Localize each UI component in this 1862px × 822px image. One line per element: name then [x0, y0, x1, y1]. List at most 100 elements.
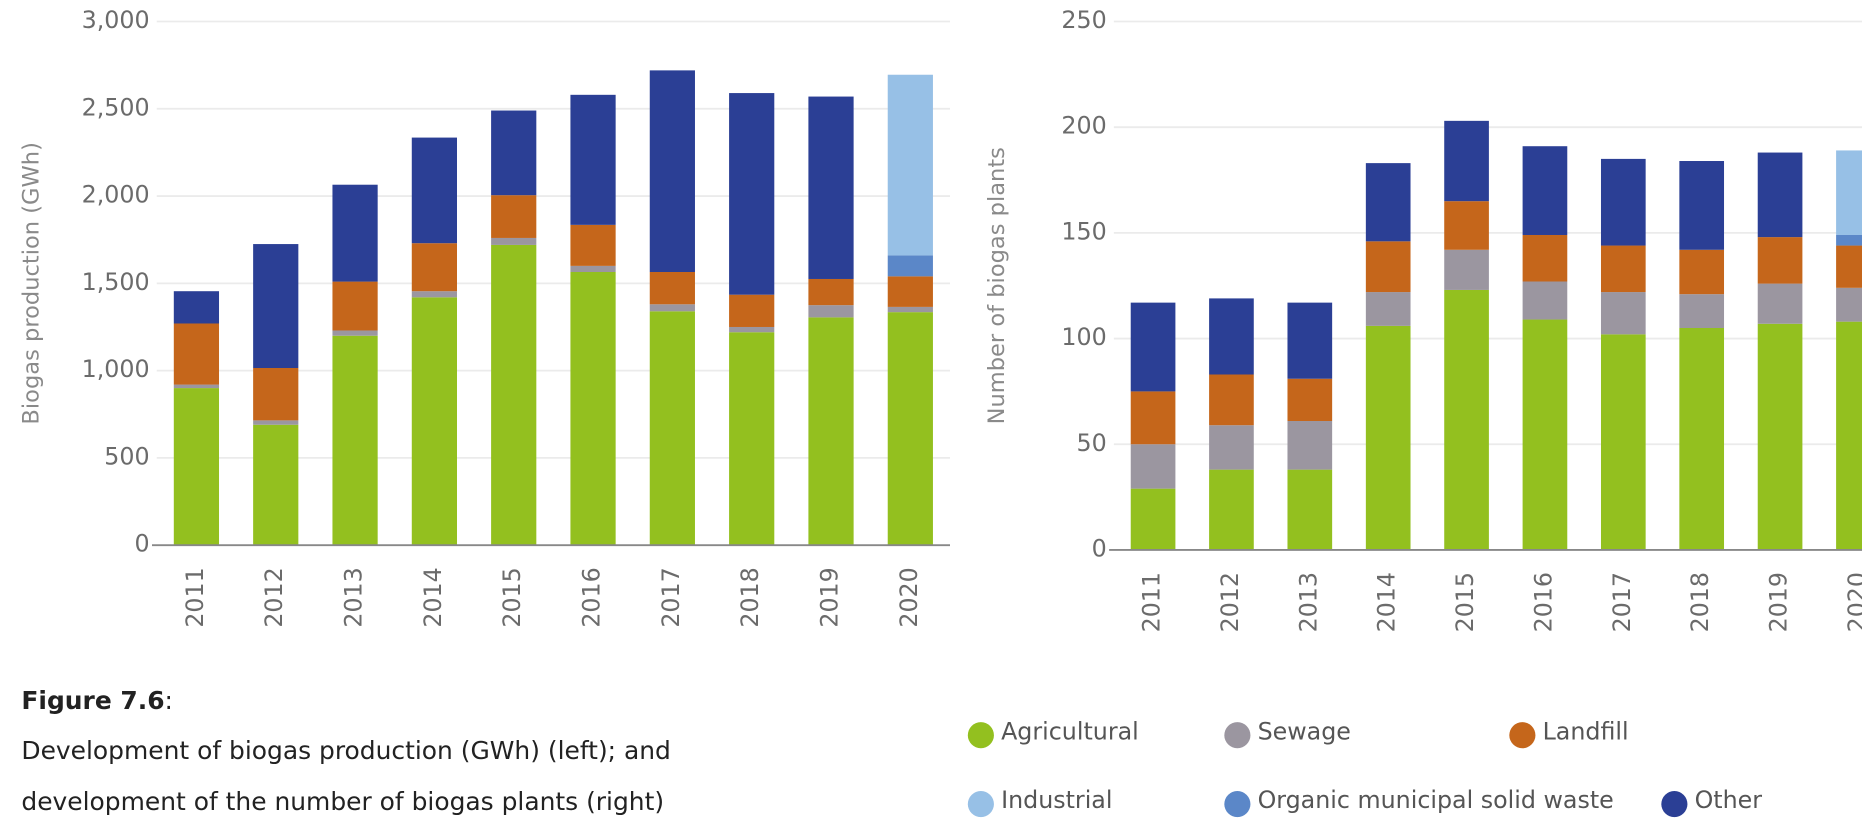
bar-segment [1444, 120, 1489, 202]
x-tick-label: 2017 [657, 567, 685, 627]
legend-swatch [1224, 722, 1251, 749]
x-tick-label: 2014 [1373, 572, 1401, 632]
bar-segment [1600, 158, 1646, 246]
bar-segment [808, 305, 854, 318]
bar-segment [1287, 469, 1333, 550]
bar-segment [649, 311, 695, 546]
bar-segment [173, 388, 220, 546]
bar-segment [1836, 321, 1862, 550]
legend-label: Agricultural [1001, 717, 1139, 745]
bar-segment [1600, 334, 1646, 550]
bar-segment [411, 297, 457, 546]
bar-segment [1679, 249, 1725, 295]
bar-segment [1600, 245, 1646, 293]
bar-segment [173, 291, 220, 324]
bar-segment [253, 244, 299, 369]
x-tick-label: 2019 [1765, 572, 1793, 632]
bar-segment [1600, 292, 1646, 335]
x-tick-label: 2015 [1451, 572, 1479, 632]
caption-line: development of the number of biogas plan… [21, 787, 664, 816]
bar-segment [1757, 152, 1803, 238]
bar-segment [1209, 425, 1254, 470]
x-tick-label: 2014 [419, 567, 447, 627]
legend-swatch [1509, 722, 1536, 749]
legend-label: Other [1695, 786, 1763, 814]
x-tick-label: 2016 [578, 567, 606, 627]
bar-segment [570, 265, 616, 272]
caption-line: Development of biogas production (GWh) (… [21, 736, 671, 765]
caption-label-text: Figure 7.6 [21, 686, 164, 715]
bar-segment [1287, 302, 1333, 379]
bar-segment [570, 224, 616, 266]
legend-label: Landfill [1543, 717, 1629, 745]
bar-segment [729, 93, 775, 295]
bar-segment [1365, 292, 1411, 326]
legend-label: Sewage [1258, 717, 1351, 745]
y-axis-title: Number of biogas plants [984, 147, 1010, 424]
y-tick-label: 50 [1077, 429, 1107, 457]
legend-swatch [1661, 791, 1688, 818]
x-tick-label: 2017 [1608, 572, 1636, 632]
bar-segment [887, 276, 933, 307]
bar-segment [1287, 420, 1333, 470]
y-tick-label: 150 [1061, 217, 1106, 245]
bar-segment [411, 243, 457, 292]
bar-segment [1130, 302, 1176, 392]
x-tick-label: 2011 [181, 567, 209, 627]
bar-segment [411, 291, 457, 298]
bar-segment [1130, 488, 1176, 550]
bar-segment [808, 317, 854, 546]
y-tick-label: 200 [1061, 112, 1106, 140]
bar-segment [491, 110, 537, 196]
bar-segment [1679, 327, 1725, 550]
legend-swatch [1224, 791, 1251, 818]
x-tick-label: 2012 [1216, 572, 1244, 632]
bar-segment [808, 96, 854, 279]
x-tick-label: 2013 [1294, 572, 1322, 632]
bar-segment [491, 237, 537, 245]
y-tick-label: 500 [104, 442, 149, 470]
bar-segment [1522, 234, 1568, 282]
bar-segment [887, 255, 933, 277]
bar-segment [1522, 319, 1568, 550]
chart: 0 500 1,000 1,500 2,000 2,500 3,000 Biogas prod… [19, 6, 950, 628]
bar-segment [1365, 325, 1411, 550]
bar-segment [887, 74, 933, 256]
bar-segment [1836, 287, 1862, 322]
y-tick-label: 2,000 [82, 181, 150, 209]
legend-swatch [967, 791, 994, 818]
bar-segment [729, 332, 775, 546]
y-tick-label: 1,000 [82, 355, 150, 383]
bar-segment [729, 326, 775, 333]
y-tick-label: 1,500 [82, 268, 150, 296]
bar-segment [649, 304, 695, 312]
x-tick-label: 2013 [340, 567, 368, 627]
bar-segment [1522, 146, 1568, 235]
x-tick-label: 2012 [260, 567, 288, 627]
bar-segment [887, 312, 933, 546]
bar-segment [570, 94, 616, 225]
bar-segment [173, 323, 220, 385]
chart: 0 50 100 150 200 250 Number of biogas plants 20… [984, 6, 1862, 632]
x-tick-label: 2018 [1686, 572, 1714, 632]
y-tick-label: 0 [135, 530, 150, 558]
y-tick-label: 2,500 [82, 93, 150, 121]
bar-segment [1209, 469, 1254, 550]
bar-segment [1130, 391, 1176, 445]
caption-separator: : [165, 686, 173, 715]
bar-segment [1365, 241, 1411, 293]
bar-segment [332, 184, 378, 282]
bar-segment [332, 330, 378, 336]
bar-segment [1365, 163, 1411, 242]
bar-segment [491, 244, 537, 546]
bar-segment [253, 424, 299, 546]
legend: Agricultural Sewage Landfill Organic munici… [967, 717, 1763, 818]
bar-segment [1757, 283, 1803, 324]
y-tick-label: 250 [1061, 6, 1106, 34]
bar-segment [649, 70, 695, 272]
x-tick-label: 2016 [1529, 572, 1557, 632]
legend-label: Industrial [1001, 786, 1112, 814]
bar-segment [570, 271, 616, 546]
